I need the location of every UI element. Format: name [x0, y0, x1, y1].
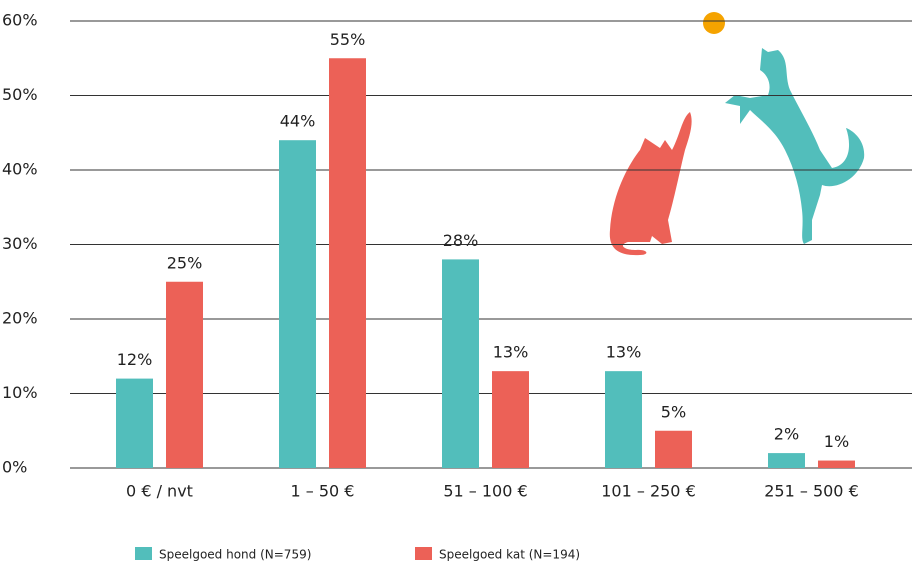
value-label: 2% — [774, 425, 799, 444]
value-label: 55% — [330, 30, 366, 49]
y-tick-label: 30% — [2, 234, 38, 253]
y-tick-label: 50% — [2, 85, 38, 104]
bar — [605, 371, 642, 468]
bar — [166, 281, 203, 468]
legend-label: Speelgoed hond (N=759) — [159, 548, 311, 562]
bar — [818, 460, 855, 468]
bar — [442, 259, 479, 468]
legend-label: Speelgoed kat (N=194) — [439, 548, 580, 562]
value-label: 44% — [280, 112, 316, 131]
y-tick-label: 0% — [2, 458, 27, 477]
legend-swatch — [135, 547, 152, 560]
x-tick-label: 51 – 100 € — [443, 482, 527, 501]
value-label: 1% — [824, 432, 849, 451]
cat-silhouette — [609, 112, 692, 256]
bar — [329, 58, 366, 468]
ball — [703, 12, 725, 34]
value-label: 13% — [606, 343, 642, 362]
x-tick-label: 101 – 250 € — [601, 482, 696, 501]
x-tick-label: 0 € / nvt — [126, 482, 193, 501]
legend-swatch — [415, 547, 432, 560]
y-tick-label: 20% — [2, 309, 38, 328]
bar — [116, 378, 153, 468]
value-label: 25% — [167, 253, 203, 272]
x-tick-label: 251 – 500 € — [764, 482, 859, 501]
value-label: 12% — [117, 350, 153, 369]
value-label: 28% — [443, 231, 479, 250]
illustration — [609, 12, 865, 256]
value-label: 13% — [493, 343, 529, 362]
bar — [655, 430, 692, 468]
bar — [279, 140, 316, 468]
bar — [492, 371, 529, 468]
dog-silhouette — [725, 48, 865, 244]
y-tick-label: 40% — [2, 160, 38, 179]
bar — [768, 453, 805, 468]
y-tick-label: 60% — [2, 11, 38, 30]
x-tick-label: 1 – 50 € — [291, 482, 355, 501]
y-tick-label: 10% — [2, 383, 38, 402]
value-label: 5% — [661, 402, 686, 421]
